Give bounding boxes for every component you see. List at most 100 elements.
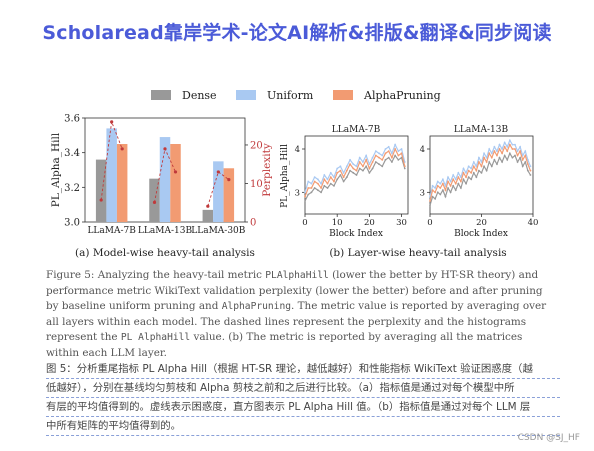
series-point-dense: [524, 161, 527, 163]
series-point-uniform: [490, 152, 493, 155]
panel-b-llama-7b-line-chart: LLaMA-7B PL_Alpha_Hill Block Index 0 10 20…: [280, 125, 409, 239]
series-point-dense: [508, 152, 511, 155]
series-point-alphapruning: [452, 178, 455, 181]
series-point-uniform: [483, 152, 485, 155]
series-point-alphapruning: [444, 189, 447, 192]
series-point-uniform: [498, 143, 501, 146]
series-point-uniform: [313, 176, 316, 179]
series-point-dense: [378, 163, 380, 166]
series-point-uniform: [362, 161, 364, 163]
series-point-dense: [467, 176, 470, 179]
series-point-dense: [429, 204, 431, 207]
series-line-alphapruning: [429, 143, 531, 202]
panel-a-bar: [213, 161, 224, 222]
series-point-uniform: [304, 191, 306, 194]
series-point-dense: [349, 169, 351, 172]
series-point-dense: [403, 167, 406, 170]
series-point-alphapruning: [454, 182, 457, 185]
series-point-dense: [503, 154, 506, 157]
xtick-label: 20: [476, 218, 487, 228]
series-point-dense: [358, 167, 361, 170]
series-line-dense: [304, 154, 406, 202]
series-point-alphapruning: [478, 161, 480, 163]
series-point-dense: [394, 154, 397, 157]
series-point-dense: [336, 178, 339, 181]
series-point-dense: [307, 193, 310, 196]
series-point-uniform: [345, 165, 348, 168]
series-point-alphapruning: [519, 150, 522, 153]
panel-a-perplexity-point: [173, 170, 178, 174]
series-point-dense: [323, 184, 326, 187]
series-point-alphapruning: [397, 154, 400, 157]
series-point-alphapruning: [506, 150, 509, 153]
panel-a-perplexity-point: [152, 200, 157, 204]
series-point-uniform: [514, 143, 516, 146]
series-point-dense: [519, 156, 522, 159]
series-point-uniform: [516, 150, 519, 153]
series-point-uniform: [475, 165, 478, 168]
series-point-dense: [475, 176, 478, 179]
panel-a-perplexity-point: [120, 147, 124, 151]
series-point-alphapruning: [378, 156, 380, 159]
series-point-dense: [391, 161, 393, 163]
panel-a-bar: [116, 144, 128, 222]
series-point-uniform: [529, 165, 532, 168]
series-point-alphapruning: [465, 176, 467, 179]
series-point-dense: [483, 165, 485, 168]
panel-a-y2label: Perplexity: [261, 143, 273, 197]
panel-a-ylabel: PL_Alpha_Hill: [50, 132, 62, 207]
series-point-dense: [462, 178, 465, 181]
series-point-uniform: [431, 184, 434, 187]
panel-b1-frame: [304, 135, 409, 215]
series-point-alphapruning: [355, 169, 358, 172]
panel-b1-ylabel: PL_Alpha_Hill: [280, 144, 290, 208]
series-point-alphapruning: [403, 165, 406, 168]
series-point-alphapruning: [371, 161, 374, 163]
series-point-uniform: [457, 171, 460, 174]
series-point-dense: [498, 156, 501, 159]
caption-code-3: PL AlphaHill: [120, 332, 191, 344]
legend-swatch-uniform: [236, 90, 256, 100]
series-point-uniform: [441, 178, 444, 181]
series-point-dense: [431, 195, 434, 198]
figure-caption: Figure 5: Analyzing the heavy-tail metri…: [46, 268, 556, 362]
series-point-dense: [439, 193, 442, 196]
legend-swatch-dense: [151, 90, 171, 100]
series-point-dense: [449, 191, 452, 194]
series-point-uniform: [387, 145, 390, 148]
series-point-uniform: [460, 176, 462, 179]
panel-a-bar: [95, 159, 107, 222]
series-point-dense: [362, 169, 364, 172]
series-line-uniform: [429, 138, 531, 197]
series-point-alphapruning: [472, 165, 475, 168]
panel-a-y2tick-label: 20: [250, 140, 263, 151]
series-point-uniform: [434, 187, 437, 189]
series-point-alphapruning: [503, 145, 506, 148]
ytick-label: 3: [420, 188, 425, 198]
series-point-alphapruning: [439, 187, 442, 189]
series-point-alphapruning: [516, 154, 519, 157]
series-point-uniform: [493, 145, 496, 148]
series-point-uniform: [342, 171, 345, 174]
panel-b2-title: LLaMA-13B: [454, 125, 509, 135]
series-point-alphapruning: [493, 150, 496, 153]
series-point-alphapruning: [511, 148, 514, 150]
series-point-uniform: [521, 154, 524, 157]
series-point-dense: [472, 171, 475, 174]
series-point-dense: [496, 163, 498, 166]
series-point-alphapruning: [365, 158, 368, 161]
series-point-alphapruning: [457, 176, 460, 179]
series-point-dense: [387, 156, 390, 159]
panel-a-bar: [159, 137, 171, 222]
panel-a-ytick-label: 3.2: [64, 183, 80, 194]
series-point-alphapruning: [387, 150, 390, 153]
series-point-dense: [365, 165, 368, 168]
series-point-alphapruning: [362, 165, 364, 168]
series-point-alphapruning: [394, 148, 397, 150]
series-point-uniform: [394, 143, 397, 146]
series-point-uniform: [391, 152, 393, 155]
series-point-dense: [460, 187, 462, 189]
series-point-alphapruning: [436, 184, 439, 187]
series-point-dense: [352, 171, 355, 174]
series-point-dense: [355, 174, 358, 176]
